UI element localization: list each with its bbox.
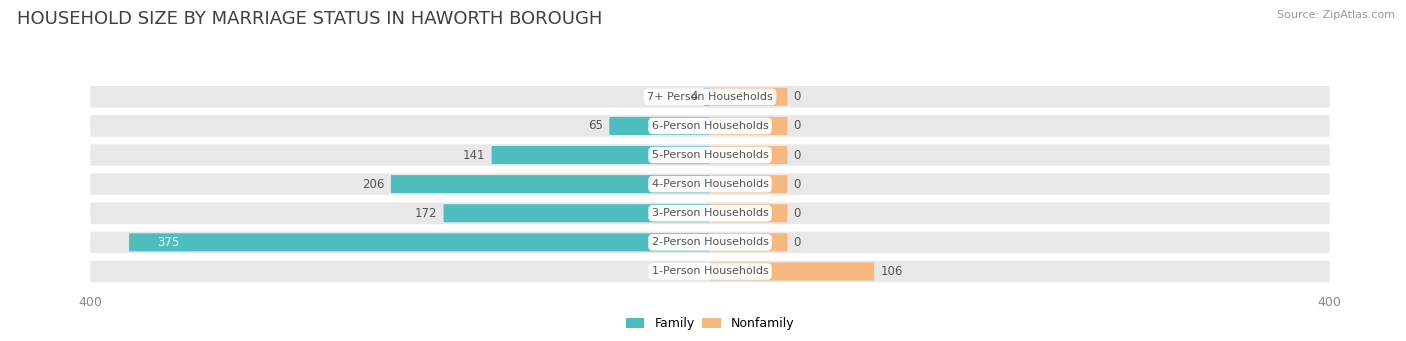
Text: 106: 106 bbox=[880, 265, 903, 278]
FancyBboxPatch shape bbox=[443, 204, 710, 222]
FancyBboxPatch shape bbox=[90, 261, 1330, 282]
Text: 7+ Person Households: 7+ Person Households bbox=[647, 92, 773, 102]
Text: 65: 65 bbox=[588, 119, 603, 132]
Text: HOUSEHOLD SIZE BY MARRIAGE STATUS IN HAWORTH BOROUGH: HOUSEHOLD SIZE BY MARRIAGE STATUS IN HAW… bbox=[17, 10, 602, 28]
Text: 1-Person Households: 1-Person Households bbox=[651, 266, 769, 277]
FancyBboxPatch shape bbox=[710, 146, 787, 164]
Text: 0: 0 bbox=[794, 119, 801, 132]
FancyBboxPatch shape bbox=[710, 88, 787, 106]
FancyBboxPatch shape bbox=[704, 88, 710, 106]
Text: 172: 172 bbox=[415, 207, 437, 220]
Text: 4: 4 bbox=[690, 90, 697, 103]
FancyBboxPatch shape bbox=[710, 175, 787, 193]
FancyBboxPatch shape bbox=[90, 86, 1330, 108]
Text: 206: 206 bbox=[363, 178, 385, 191]
FancyBboxPatch shape bbox=[90, 203, 1330, 224]
Text: 0: 0 bbox=[794, 207, 801, 220]
FancyBboxPatch shape bbox=[90, 115, 1330, 137]
Text: 0: 0 bbox=[794, 178, 801, 191]
Text: 3-Person Households: 3-Person Households bbox=[651, 208, 769, 218]
FancyBboxPatch shape bbox=[710, 233, 787, 251]
Text: 5-Person Households: 5-Person Households bbox=[651, 150, 769, 160]
FancyBboxPatch shape bbox=[90, 173, 1330, 195]
Text: 6-Person Households: 6-Person Households bbox=[651, 121, 769, 131]
Text: 2-Person Households: 2-Person Households bbox=[651, 237, 769, 247]
FancyBboxPatch shape bbox=[710, 117, 787, 135]
Text: 0: 0 bbox=[794, 149, 801, 162]
FancyBboxPatch shape bbox=[609, 117, 710, 135]
FancyBboxPatch shape bbox=[391, 175, 710, 193]
Text: 4-Person Households: 4-Person Households bbox=[651, 179, 769, 189]
Text: 375: 375 bbox=[157, 236, 179, 249]
Text: Source: ZipAtlas.com: Source: ZipAtlas.com bbox=[1277, 10, 1395, 20]
Text: 0: 0 bbox=[794, 236, 801, 249]
FancyBboxPatch shape bbox=[492, 146, 710, 164]
Text: 141: 141 bbox=[463, 149, 485, 162]
FancyBboxPatch shape bbox=[90, 232, 1330, 253]
FancyBboxPatch shape bbox=[90, 144, 1330, 166]
FancyBboxPatch shape bbox=[710, 204, 787, 222]
FancyBboxPatch shape bbox=[129, 233, 710, 251]
Text: 0: 0 bbox=[794, 90, 801, 103]
Legend: Family, Nonfamily: Family, Nonfamily bbox=[620, 312, 800, 335]
FancyBboxPatch shape bbox=[710, 263, 875, 280]
